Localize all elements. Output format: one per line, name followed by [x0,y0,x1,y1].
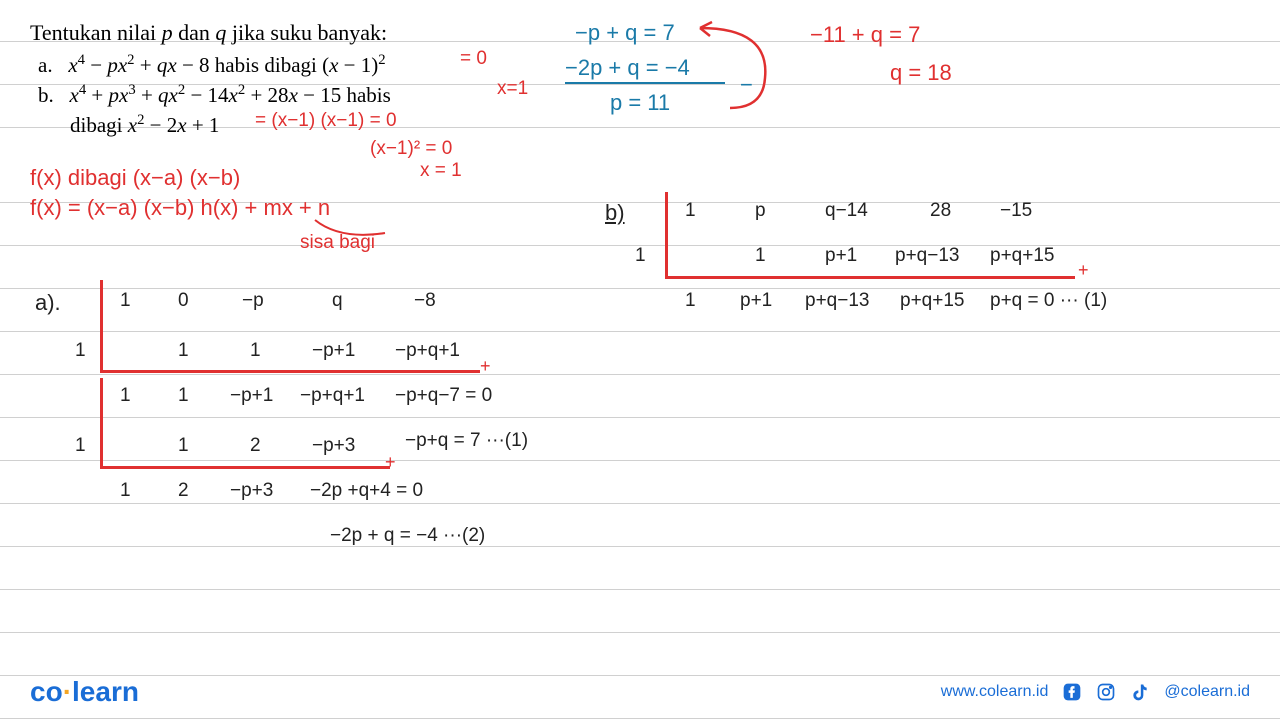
synA-bracket2-h [100,466,390,469]
synA-r1-4: −8 [414,290,436,312]
synB-r3-2: p+q−13 [805,290,869,312]
eq-blue-res: p = 11 [610,90,670,116]
synA-eq1: −p+q = 7 ···(1) [405,430,528,452]
logo: co·learn [30,676,139,708]
synB-r1-1: p [755,200,766,222]
synA-r1-1: 0 [178,290,189,312]
synA-r5-2: −p+3 [230,480,273,502]
synB-r3-3: p+q+15 [900,290,964,312]
synA-bracket1-h [100,370,480,373]
eq-red-2: q = 18 [890,60,952,86]
problem-title: Tentukan nilai p dan q jika suku banyak: [30,20,550,46]
annot-sq: (x−1)² = 0 [370,138,452,160]
synA-r2-4: −p+q+1 [395,340,460,362]
synA-r3-3: −p+q+1 [300,385,365,407]
curve-arrow [690,18,780,118]
synB-r1-0: 1 [685,200,696,222]
synA-div2: 1 [75,435,86,457]
synA-r3-1: 1 [178,385,189,407]
synB-r3-1: p+1 [740,290,772,312]
synB-r3-4: p+q = 0 ··· (1) [990,290,1107,312]
synA-r1-0: 1 [120,290,131,312]
synB-div1: 1 [635,245,646,267]
footer-url: www.colearn.id [941,683,1049,701]
curve-sisa [310,215,410,245]
logo-co: co [30,676,63,707]
synA-bracket2-v [100,378,103,468]
synA-r3-4: −p+q−7 = 0 [395,385,492,407]
synA-r5-1: 2 [178,480,189,502]
synA-eq2: −2p + q = −4 ···(2) [330,525,485,547]
annot-xeq1: x = 1 [420,160,462,182]
synA-r3-0: 1 [120,385,131,407]
synA-div1: 1 [75,340,86,362]
synB-r1-4: −15 [1000,200,1032,222]
synA-bracket1-v [100,280,103,372]
synA-r2-3: −p+1 [312,340,355,362]
synA-r4-3: −p+3 [312,435,355,457]
synA-r4-1: 1 [178,435,189,457]
eq-blue-2: −2p + q = −4 [565,55,690,81]
annot-eq0: = 0 [460,48,487,70]
synB-r2-3: p+q−13 [895,245,959,267]
eq-red-1: −11 + q = 7 [810,22,920,48]
synB-bracket-h [665,276,1075,279]
synA-r3-2: −p+1 [230,385,273,407]
eq-blue-1: −p + q = 7 [575,20,675,46]
annot-factor: = (x−1) (x−1) = 0 [255,110,397,132]
synB-plus: + [1078,260,1089,281]
synA-plus2: + [385,452,396,473]
synA-plus1: + [480,356,491,377]
synB-r3-0: 1 [685,290,696,312]
footer-handle: @colearn.id [1164,683,1250,701]
synA-r4-2: 2 [250,435,261,457]
synA-label: a). [35,290,61,316]
synB-r2-4: p+q+15 [990,245,1054,267]
logo-learn: learn [72,676,139,707]
logo-dot: · [63,676,72,707]
annot-fxeq: f(x) = (x−a) (x−b) h(x) + mx + n [30,195,330,221]
synB-r1-3: 28 [930,200,951,222]
synA-r2-1: 1 [178,340,189,362]
synB-r1-2: q−14 [825,200,868,222]
footer: co·learn www.colearn.id @colearn.id [0,676,1280,708]
synA-r1-2: −p [242,290,264,312]
synB-r2-2: p+1 [825,245,857,267]
instagram-icon [1096,682,1116,702]
synB-bracket-v [665,192,668,278]
synA-r5-3: −2p +q+4 = 0 [310,480,423,502]
annot-fxdiv: f(x) dibagi (x−a) (x−b) [30,165,240,191]
problem-b: b. x4 + px3 + qx2 − 14x2 + 28x − 15 habi… [30,82,550,108]
synB-r2-1: 1 [755,245,766,267]
tiktok-icon [1130,682,1150,702]
footer-right: www.colearn.id @colearn.id [941,682,1250,702]
synA-r5-0: 1 [120,480,131,502]
synA-r1-3: q [332,290,343,312]
synB-label: b) [605,200,625,226]
synA-r2-2: 1 [250,340,261,362]
facebook-icon [1062,682,1082,702]
annot-x1: x=1 [497,78,528,100]
